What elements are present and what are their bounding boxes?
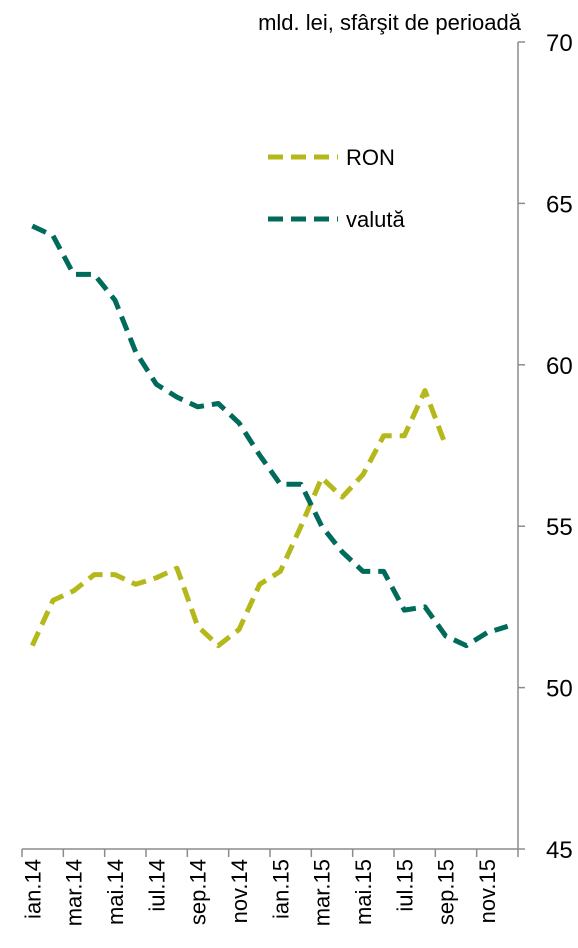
y-tick-label: 65	[546, 191, 573, 218]
x-tick-label: iul.15	[392, 859, 417, 912]
x-tick-label: sep.14	[186, 859, 211, 925]
x-tick-label: nov.14	[227, 859, 252, 923]
series-line-ron	[30, 388, 449, 649]
x-tick-label: ian.15	[268, 859, 293, 919]
y-tick-label: 45	[546, 837, 573, 864]
x-tick-label: nov.15	[475, 859, 500, 923]
legend-label: valută	[346, 207, 405, 232]
y-tick-label: 60	[546, 353, 573, 380]
x-tick-label: mai.15	[351, 859, 376, 925]
y-axis-unit-label: mld. lei, sfârşit de perioadă	[258, 10, 521, 35]
y-tick-label: 50	[546, 676, 573, 703]
y-tick-label: 70	[546, 30, 573, 57]
legend-label: RON	[346, 145, 395, 170]
series-line-valută	[31, 223, 509, 649]
x-tick-label: mar.15	[310, 859, 335, 926]
y-tick-label: 55	[546, 514, 573, 541]
x-tick-label: mar.14	[62, 859, 87, 926]
x-tick-label: sep.15	[434, 859, 459, 925]
x-tick-label: mai.14	[103, 859, 128, 925]
x-tick-label: iul.14	[144, 859, 169, 912]
x-tick-label: ian.14	[20, 859, 45, 919]
